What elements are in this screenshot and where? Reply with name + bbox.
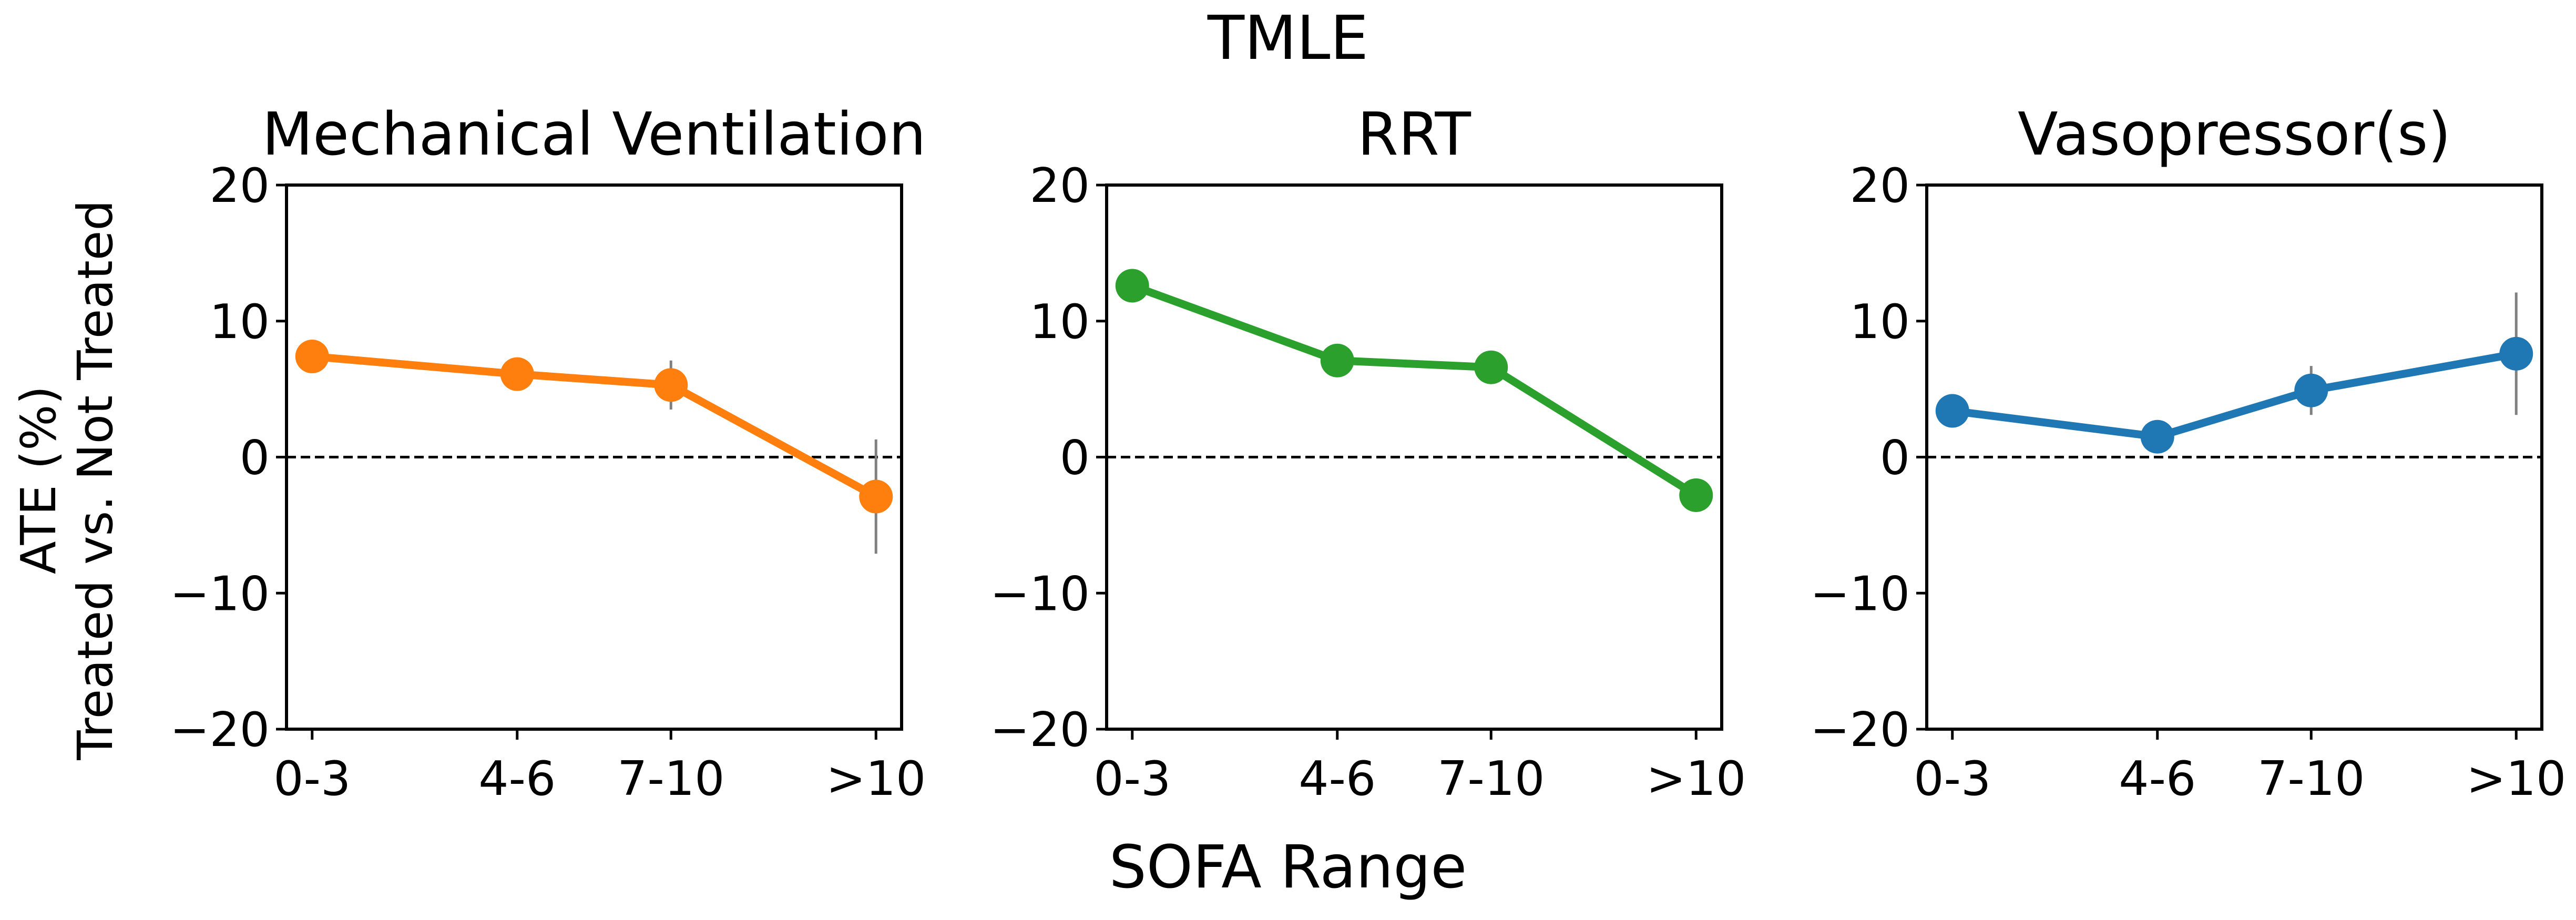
- y-tick-label: 20: [209, 158, 270, 213]
- panels: Mechanical Ventilation −20 −10 0 10 20 0-3 4-6 7…: [170, 100, 2566, 806]
- data-point: [500, 357, 534, 391]
- x-tick-label: 7-10: [617, 751, 724, 806]
- data-point: [1935, 394, 1969, 428]
- x-tick-label: >10: [826, 751, 926, 806]
- y-tick-label: −10: [990, 566, 1090, 621]
- x-tick-label: 4-6: [478, 751, 556, 806]
- figure-x-axis-label: SOFA Range: [1109, 833, 1467, 902]
- y-tick-label: −20: [170, 702, 270, 758]
- data-point: [1115, 269, 1149, 303]
- data-point: [2294, 373, 2328, 407]
- data-point: [859, 479, 893, 514]
- panel-title: Vasopressor(s): [2018, 100, 2451, 169]
- y-tick-label: 0: [240, 431, 270, 486]
- y-axis-label-line-1: ATE (%): [11, 386, 67, 575]
- y-tick-label: 10: [209, 294, 270, 350]
- y-tick-label: 0: [1880, 431, 1910, 486]
- x-tick-label: >10: [1646, 751, 1746, 806]
- data-point: [654, 368, 688, 402]
- plot-frame: [1925, 183, 2543, 731]
- figure-y-axis-label: ATE (%) Treated vs. Not Treated: [11, 200, 124, 761]
- data-point: [2140, 420, 2174, 454]
- series-line: [1948, 350, 2520, 441]
- y-tick-label: −20: [1810, 702, 1910, 758]
- y-tick-label: 20: [1029, 158, 1090, 213]
- x-tick-label: 0-3: [1093, 751, 1171, 806]
- x-tick-label: 7-10: [1437, 751, 1545, 806]
- plot-frame: [285, 183, 903, 731]
- x-tick-label: 0-3: [273, 751, 351, 806]
- x-tick-label: 7-10: [2257, 751, 2365, 806]
- panel-2: RRT −20 −10 0 10 20 0-3 4-6 7-10 >10: [990, 100, 1746, 806]
- x-tick-label: 0-3: [1914, 751, 1991, 806]
- x-tick-label: >10: [2466, 751, 2566, 806]
- series-line: [308, 352, 880, 501]
- data-point: [295, 340, 329, 374]
- data-point: [1320, 343, 1354, 377]
- y-tick-label: −10: [170, 566, 270, 621]
- data-point: [2499, 336, 2533, 371]
- y-tick-label: 10: [1849, 294, 1910, 350]
- panel-title: Mechanical Ventilation: [262, 100, 926, 169]
- y-axis-label-line-2: Treated vs. Not Treated: [67, 200, 124, 761]
- y-tick-label: −10: [1810, 566, 1910, 621]
- y-tick-label: −20: [990, 702, 1090, 758]
- panel-title: RRT: [1357, 100, 1471, 169]
- x-tick-label: 4-6: [1299, 751, 1376, 806]
- panel-1: Mechanical Ventilation −20 −10 0 10 20 0-3 4-6 7…: [170, 100, 926, 806]
- y-tick-label: 20: [1849, 158, 1910, 213]
- data-point: [1679, 478, 1713, 512]
- y-tick-label: 0: [1060, 431, 1090, 486]
- x-tick-label: 4-6: [2119, 751, 2196, 806]
- data-point: [1474, 350, 1508, 384]
- y-tick-label: 10: [1029, 294, 1090, 350]
- figure-title: TMLE: [1207, 3, 1368, 74]
- plot-frame: [1105, 183, 1723, 731]
- panel-3: Vasopressor(s) −20 −10 0 10 20 0-3 4-6 7-10 >10: [1810, 100, 2566, 806]
- series-line: [1128, 281, 1700, 499]
